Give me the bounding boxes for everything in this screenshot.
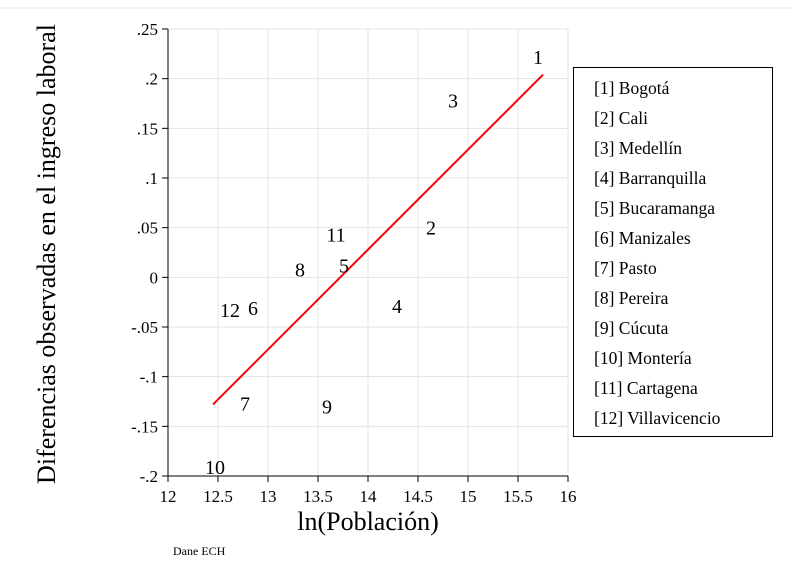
y-tick-label: .25	[137, 20, 158, 39]
y-tick-label: .15	[137, 119, 158, 138]
point-label: 7	[240, 393, 250, 415]
x-tick-label: 15.5	[503, 487, 533, 506]
legend-item: [12] Villavicencio	[594, 408, 721, 428]
x-tick-label: 14.5	[403, 487, 433, 506]
legend-item: [3] Medellín	[594, 138, 682, 158]
y-tick-label: -.1	[140, 368, 158, 387]
fit-line	[212, 73, 544, 406]
legend-item: [5] Bucaramanga	[594, 198, 715, 218]
point-label: 1	[533, 47, 543, 69]
legend-item: [6] Manizales	[594, 228, 691, 248]
x-tick-label: 15	[460, 487, 477, 506]
legend-item: [7] Pasto	[594, 258, 657, 278]
point-label: 4	[392, 296, 402, 318]
y-tick-label: -.15	[131, 417, 158, 436]
y-tick-label: 0	[150, 268, 159, 287]
point-label: 2	[426, 218, 436, 240]
legend-item: [1] Bogotá	[594, 78, 670, 98]
x-tick-label: 13.5	[303, 487, 333, 506]
fit-line-group	[212, 73, 544, 406]
x-tick-label: 13	[260, 487, 277, 506]
point-label: 8	[295, 259, 305, 281]
point-label: 12	[220, 300, 240, 322]
x-tick-label: 12.5	[203, 487, 233, 506]
x-tick-label: 14	[360, 487, 378, 506]
point-label: 3	[448, 91, 458, 113]
x-tick-label: 12	[160, 487, 177, 506]
y-tick-label: -.05	[131, 318, 158, 337]
legend: [1] Bogotá [2] Cali [3] Medellín [4] Bar…	[573, 67, 773, 437]
x-axis-label: ln(Población)	[297, 507, 439, 536]
y-tick-label: .2	[145, 70, 158, 89]
point-label: 5	[339, 255, 349, 277]
legend-item: [10] Montería	[594, 348, 692, 368]
legend-item: [4] Barranquilla	[594, 168, 707, 188]
legend-item: [8] Pereira	[594, 288, 669, 308]
y-tick-label: .05	[137, 219, 158, 238]
x-tick-label: 16	[560, 487, 577, 506]
y-axis-label: Diferencias observadas en el ingreso lab…	[32, 24, 61, 484]
y-tick-label: -.2	[140, 467, 158, 486]
y-tick-label: .1	[145, 169, 158, 188]
legend-item: [11] Cartagena	[594, 378, 698, 398]
point-label: 11	[326, 225, 345, 247]
source-note: Dane ECH	[173, 544, 226, 558]
ticks: 12 12.5 13 13.5 14 14.5 15 15.5 16-.2-.15-.1-.05…	[131, 20, 576, 506]
point-label: 9	[322, 396, 332, 418]
point-label: 10	[205, 457, 225, 479]
legend-item: [2] Cali	[594, 108, 648, 128]
legend-item: [9] Cúcuta	[594, 318, 669, 338]
point-label: 6	[248, 298, 258, 320]
